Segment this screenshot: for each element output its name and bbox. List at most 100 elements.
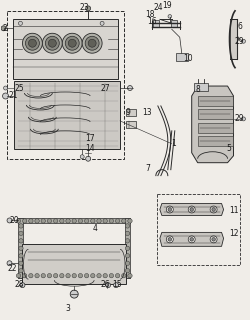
Text: 20: 20	[10, 216, 19, 225]
Circle shape	[19, 246, 23, 251]
Circle shape	[116, 219, 120, 223]
Circle shape	[4, 86, 8, 90]
Circle shape	[60, 274, 64, 278]
Text: 11: 11	[229, 206, 238, 215]
Circle shape	[22, 219, 27, 223]
Circle shape	[18, 21, 22, 25]
Circle shape	[16, 219, 21, 223]
Circle shape	[54, 219, 58, 223]
Text: 10: 10	[183, 54, 192, 63]
Circle shape	[29, 274, 33, 278]
Text: 6: 6	[237, 22, 242, 31]
Circle shape	[168, 15, 172, 18]
Bar	[18, 273, 130, 278]
Circle shape	[26, 36, 40, 50]
Circle shape	[22, 274, 27, 278]
Circle shape	[65, 36, 79, 50]
Circle shape	[100, 21, 104, 25]
Circle shape	[128, 85, 132, 91]
Circle shape	[103, 274, 108, 278]
Circle shape	[48, 39, 56, 47]
Text: 12: 12	[229, 229, 238, 238]
Text: 2: 2	[2, 24, 7, 33]
Circle shape	[47, 274, 52, 278]
Bar	[126, 121, 136, 128]
Circle shape	[109, 219, 114, 223]
Text: 9: 9	[126, 108, 130, 117]
Bar	[126, 109, 136, 116]
Circle shape	[125, 246, 130, 251]
Circle shape	[82, 33, 102, 53]
Text: 29: 29	[235, 114, 244, 124]
Circle shape	[22, 33, 42, 53]
Circle shape	[72, 219, 76, 223]
Polygon shape	[14, 81, 120, 149]
Circle shape	[122, 219, 126, 223]
Circle shape	[109, 274, 114, 278]
Bar	[6, 12, 124, 159]
Bar	[153, 20, 159, 27]
Bar	[171, 20, 177, 27]
Bar	[176, 53, 188, 61]
Circle shape	[80, 155, 84, 159]
Text: 27: 27	[100, 84, 110, 92]
Circle shape	[84, 274, 89, 278]
Text: 28: 28	[15, 280, 24, 289]
Circle shape	[210, 206, 217, 213]
Circle shape	[54, 274, 58, 278]
Text: 21: 21	[9, 92, 18, 100]
Circle shape	[97, 274, 101, 278]
Circle shape	[212, 237, 216, 241]
Polygon shape	[12, 19, 118, 79]
Circle shape	[88, 39, 96, 47]
Circle shape	[116, 274, 120, 278]
Circle shape	[42, 33, 62, 53]
Text: 8: 8	[195, 84, 200, 93]
Circle shape	[47, 219, 52, 223]
Circle shape	[125, 261, 130, 266]
Circle shape	[190, 237, 194, 241]
Circle shape	[85, 36, 99, 50]
Circle shape	[125, 253, 130, 258]
Text: 17: 17	[85, 134, 95, 143]
Text: 16: 16	[147, 17, 157, 26]
Circle shape	[166, 206, 173, 213]
Text: 1: 1	[172, 139, 176, 148]
Text: 25: 25	[15, 84, 24, 92]
Circle shape	[106, 283, 110, 288]
Text: 24: 24	[153, 3, 163, 12]
Circle shape	[19, 253, 23, 258]
Circle shape	[168, 237, 172, 241]
Polygon shape	[160, 232, 224, 246]
Circle shape	[188, 206, 195, 213]
Circle shape	[114, 283, 118, 288]
Circle shape	[188, 236, 195, 243]
Circle shape	[7, 218, 12, 223]
Polygon shape	[22, 244, 126, 284]
Circle shape	[125, 239, 130, 243]
Text: 26: 26	[100, 280, 110, 289]
Circle shape	[70, 290, 78, 298]
Text: 18: 18	[145, 10, 155, 19]
Circle shape	[7, 261, 12, 266]
Circle shape	[78, 274, 82, 278]
Circle shape	[19, 239, 23, 243]
Circle shape	[125, 231, 130, 236]
Text: 13: 13	[142, 108, 152, 117]
Circle shape	[168, 208, 172, 211]
Circle shape	[90, 274, 95, 278]
Circle shape	[1, 26, 6, 31]
Text: 29: 29	[235, 37, 244, 46]
Circle shape	[90, 219, 95, 223]
Circle shape	[66, 274, 70, 278]
Circle shape	[41, 219, 46, 223]
Circle shape	[28, 39, 36, 47]
Circle shape	[166, 236, 173, 243]
Circle shape	[210, 236, 217, 243]
Circle shape	[19, 231, 23, 236]
Circle shape	[125, 268, 130, 273]
Bar	[194, 83, 208, 91]
Bar	[157, 194, 240, 265]
Bar	[198, 136, 232, 146]
Text: 19: 19	[162, 1, 172, 10]
